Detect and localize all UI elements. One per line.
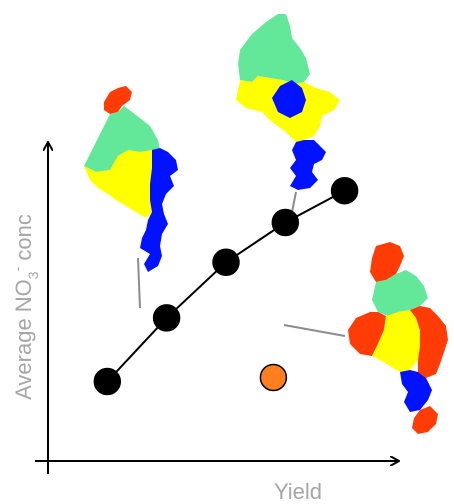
leader-line-left xyxy=(137,257,141,309)
region-blue-center xyxy=(272,80,306,118)
region-yellow xyxy=(84,150,152,218)
region-mint xyxy=(84,106,160,172)
catchment-map-right xyxy=(348,242,448,434)
x-axis-label: Yield xyxy=(274,479,322,504)
region-red-tail xyxy=(412,406,438,434)
region-red xyxy=(104,86,132,114)
region-mint xyxy=(238,14,310,84)
data-point-2 xyxy=(152,304,181,332)
data-point-4 xyxy=(271,208,300,237)
catchment-map-top xyxy=(236,14,340,190)
region-blue xyxy=(140,148,178,272)
catchment-map-left xyxy=(84,86,178,272)
region-red-top xyxy=(370,242,404,282)
region-blue-tail xyxy=(290,140,326,190)
region-red-left xyxy=(348,312,386,356)
region-mint xyxy=(372,270,428,316)
data-points xyxy=(93,176,359,396)
region-yellow xyxy=(372,310,420,372)
region-red-right xyxy=(410,306,448,378)
series-line xyxy=(106,189,346,383)
highlighted-data-point xyxy=(259,363,288,392)
y-axis-label: Average NO3- conc xyxy=(9,214,41,400)
region-blue xyxy=(400,370,432,412)
data-point-1 xyxy=(93,367,122,396)
data-point-5 xyxy=(330,176,359,205)
leader-line-right xyxy=(283,324,346,337)
data-point-3 xyxy=(212,248,240,277)
